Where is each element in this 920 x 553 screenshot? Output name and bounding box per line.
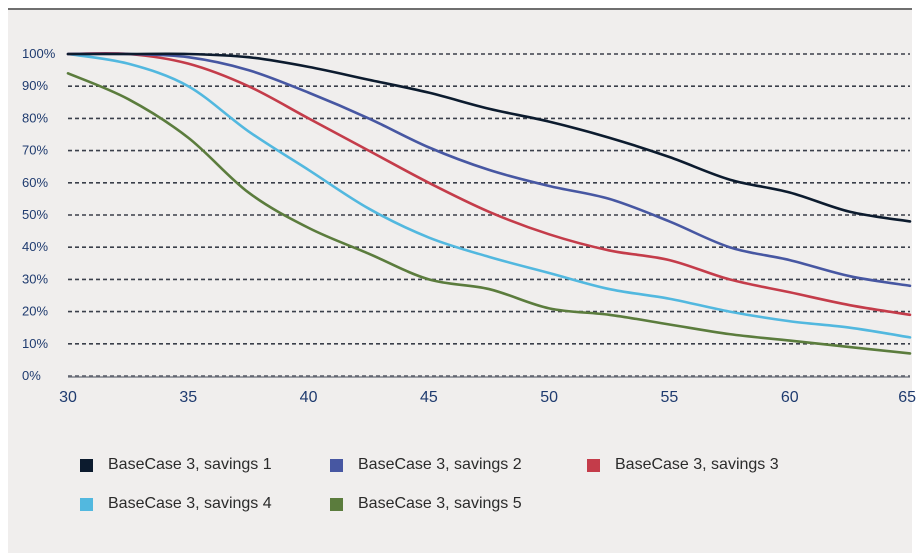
legend-label: BaseCase 3, savings 1 xyxy=(108,456,272,473)
x-tick-label: 55 xyxy=(661,389,679,406)
y-tick-label: 60% xyxy=(22,175,48,190)
legend-swatch xyxy=(330,458,343,472)
x-tick-label: 65 xyxy=(898,389,916,406)
legend-item-savings-4: BaseCase 3, savings 4 xyxy=(80,495,272,513)
legend-swatch xyxy=(80,497,93,511)
legend-label: BaseCase 3, savings 4 xyxy=(108,495,272,512)
chart-panel xyxy=(8,8,912,553)
x-tick-label: 60 xyxy=(781,389,799,406)
y-tick-label: 90% xyxy=(22,78,48,93)
legend-label: BaseCase 3, savings 3 xyxy=(615,456,779,473)
legend-item-savings-1: BaseCase 3, savings 1 xyxy=(80,456,272,474)
legend-item-savings-3: BaseCase 3, savings 3 xyxy=(587,456,779,474)
x-tick-label: 40 xyxy=(300,389,318,406)
legend-swatch xyxy=(330,497,343,511)
x-tick-label: 45 xyxy=(420,389,438,406)
x-tick-label: 35 xyxy=(179,389,197,406)
y-tick-label: 40% xyxy=(22,239,48,254)
x-tick-label: 50 xyxy=(540,389,558,406)
legend-item-savings-5: BaseCase 3, savings 5 xyxy=(330,495,522,513)
series-line-savings-2 xyxy=(66,52,912,288)
legend-label: BaseCase 3, savings 2 xyxy=(358,456,522,473)
series-line-savings-1 xyxy=(66,52,912,223)
series-line-savings-5 xyxy=(66,72,912,355)
y-tick-label: 50% xyxy=(22,207,48,222)
y-tick-label: 0% xyxy=(22,368,41,383)
legend-label: BaseCase 3, savings 5 xyxy=(358,495,522,512)
y-tick-label: 70% xyxy=(22,143,48,158)
legend-item-savings-2: BaseCase 3, savings 2 xyxy=(330,456,522,474)
series-line-savings-3 xyxy=(66,51,912,317)
legend-swatch xyxy=(587,458,600,472)
y-tick-label: 80% xyxy=(22,110,48,125)
y-tick-label: 20% xyxy=(22,304,48,319)
series-line-savings-4 xyxy=(66,52,912,339)
y-tick-label: 30% xyxy=(22,271,48,286)
y-tick-label: 100% xyxy=(22,46,56,61)
y-tick-label: 10% xyxy=(22,336,48,351)
x-tick-label: 30 xyxy=(59,389,77,406)
legend-swatch xyxy=(80,458,93,472)
